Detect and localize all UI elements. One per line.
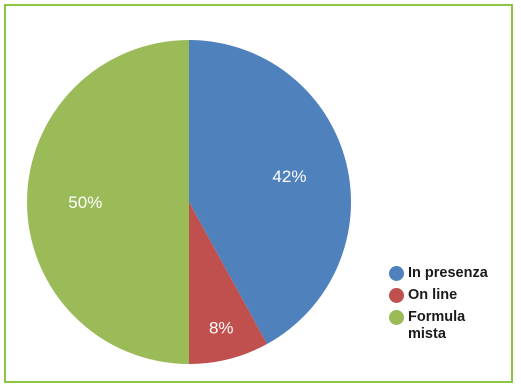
legend-label-in-presenza: In presenza: [408, 265, 488, 281]
pie-slice-in-presenza: [189, 40, 351, 344]
legend-label-formula-mista: Formula mista: [408, 309, 466, 342]
legend-label-on-line: On line: [408, 287, 458, 303]
legend-item-on-line: On line: [389, 287, 509, 304]
data-label-on-line: 8%: [209, 319, 234, 338]
legend-swatch-on-line: [389, 288, 404, 303]
legend-item-in-presenza: In presenza: [389, 265, 509, 282]
legend-swatch-in-presenza: [389, 266, 404, 281]
data-label-in-presenza: 42%: [272, 167, 306, 186]
pie-slice-on-line: [189, 202, 268, 364]
legend: In presenza On line Formula mista: [389, 265, 509, 348]
pie-slice-formula-mista: [27, 40, 189, 364]
legend-swatch-formula-mista: [389, 310, 404, 325]
data-label-formula-mista: 50%: [68, 193, 102, 212]
legend-item-formula-mista: Formula mista: [389, 309, 509, 343]
